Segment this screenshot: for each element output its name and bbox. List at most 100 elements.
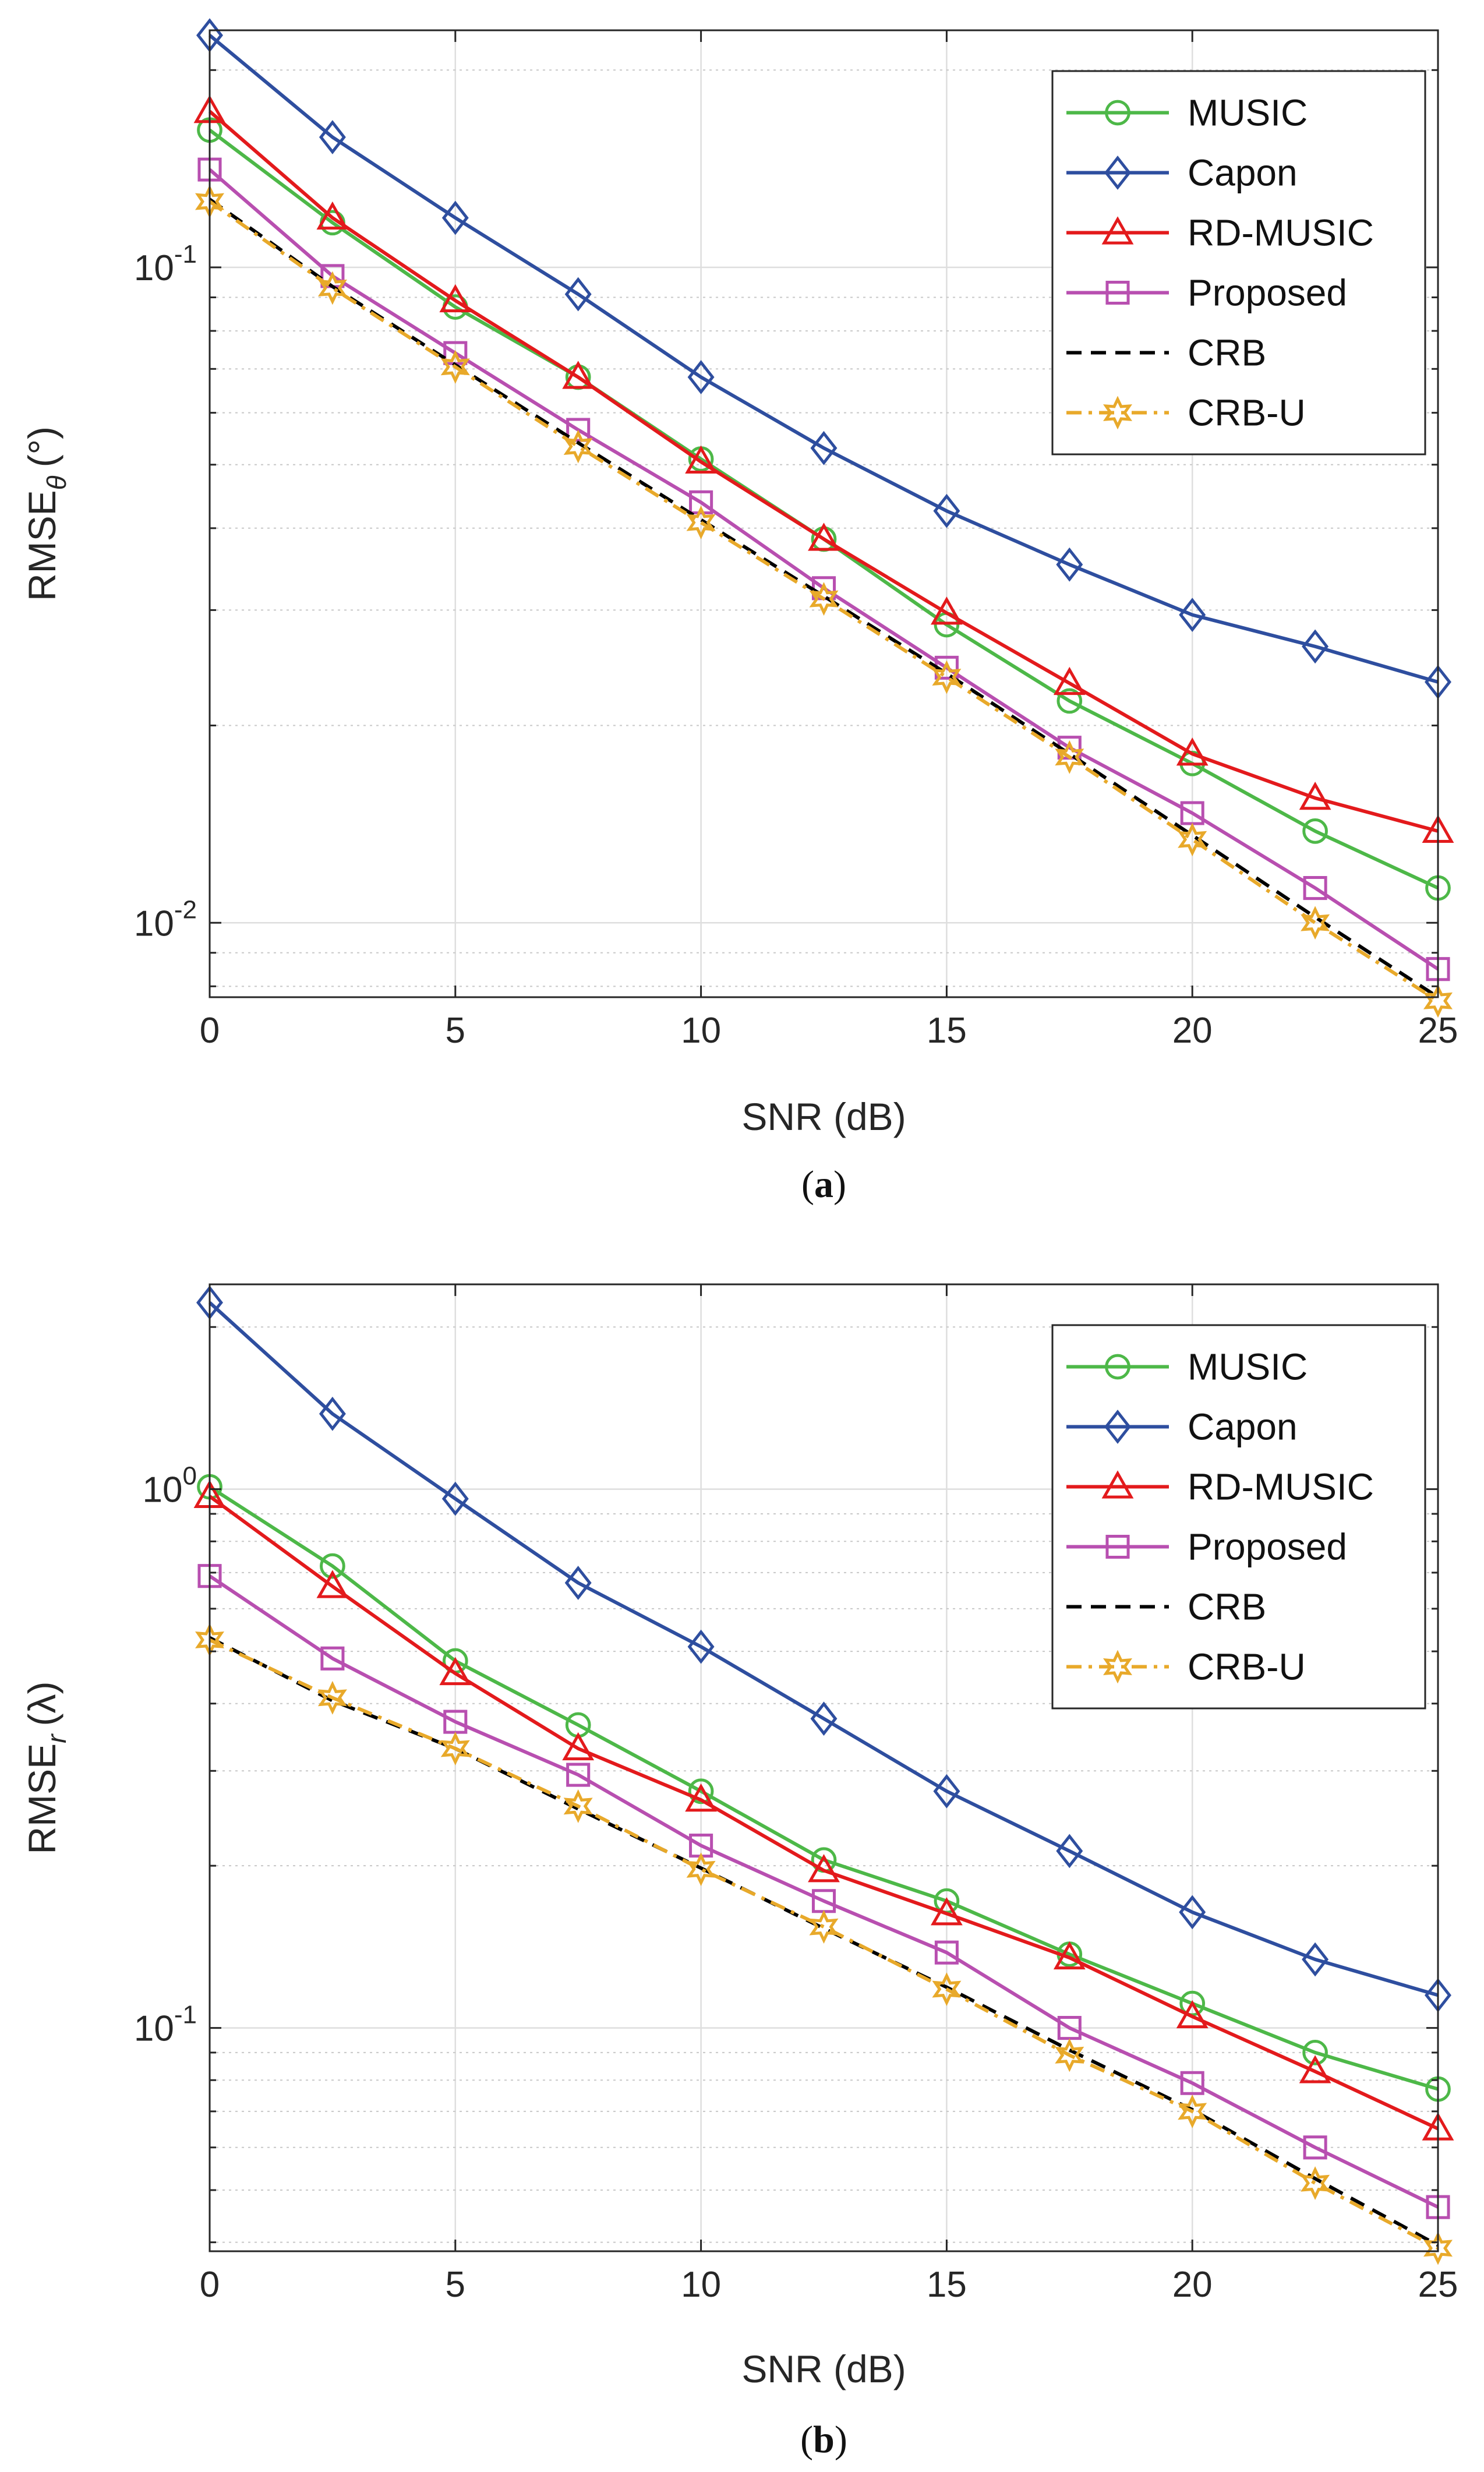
axes-box — [209, 29, 1439, 998]
data-point — [316, 201, 349, 230]
data-point — [934, 1940, 959, 1965]
data-point — [1299, 781, 1331, 810]
series-line — [209, 197, 1439, 999]
data-point — [441, 200, 469, 235]
x-tick-label: 10 — [681, 2265, 721, 2305]
x-tick-label: 15 — [927, 1011, 967, 1051]
series-line — [209, 110, 1439, 833]
legend-marker — [1103, 1650, 1133, 1684]
y-tick-exponent: -1 — [174, 2001, 197, 2029]
data-point — [1053, 666, 1086, 695]
x-tick-label: 25 — [1418, 1011, 1458, 1051]
series-line — [209, 1574, 1439, 2209]
subfigure-caption: (a) — [801, 1163, 846, 1206]
caption-paren: ( — [800, 2418, 813, 2461]
x-axis-label: SNR (dB) — [741, 2347, 906, 2390]
data-point — [1176, 2000, 1209, 2029]
data-point — [1299, 2055, 1331, 2083]
y-axis-label: RMSEr (λ) — [20, 1682, 72, 1855]
data-point — [1056, 547, 1083, 582]
data-point — [1302, 2040, 1328, 2065]
data-point — [687, 1629, 715, 1664]
series-line — [208, 1301, 1439, 1997]
data-point — [689, 1834, 713, 1858]
y-tick-label: 10-1 — [134, 240, 197, 288]
data-point — [687, 360, 715, 394]
data-point — [1302, 1942, 1329, 1977]
legend-label: MUSIC — [1188, 92, 1308, 134]
series-crb — [209, 1636, 1439, 2247]
data-point — [931, 596, 963, 625]
y-tick-exponent: 0 — [183, 1462, 197, 1491]
data-point — [317, 271, 347, 305]
series-line — [209, 1636, 1439, 2247]
data-point — [685, 445, 717, 474]
subfigure-caption: (b) — [800, 2418, 847, 2461]
y-tick-base: 10 — [143, 1470, 183, 1510]
caption-letter: a — [814, 1163, 833, 1206]
caption-paren: ) — [833, 1163, 846, 1206]
data-point — [809, 1910, 839, 1944]
data-point — [197, 157, 222, 182]
data-point — [1302, 629, 1329, 664]
data-point — [1053, 1941, 1086, 1970]
data-point — [1426, 2195, 1450, 2219]
data-point — [810, 1701, 838, 1736]
data-point — [564, 277, 592, 312]
series-capon — [196, 1285, 1451, 2012]
caption-paren: ( — [801, 1163, 814, 1206]
data-point — [441, 1481, 469, 1516]
y-label-main: RMSE — [20, 1743, 63, 1855]
data-point — [689, 490, 713, 514]
data-point — [808, 1854, 840, 1883]
data-point — [316, 1570, 349, 1598]
y-label-subscript: r — [41, 1733, 72, 1743]
y-label-unit: (°) — [20, 426, 63, 467]
y-label-unit: (λ) — [20, 1682, 63, 1726]
data-point — [563, 429, 593, 464]
series-rd-music — [193, 1479, 1454, 2141]
legend-marker — [1104, 1410, 1131, 1444]
legend-marker — [1105, 1534, 1130, 1559]
legend-label: MUSIC — [1188, 1346, 1308, 1388]
y-label-subscript: θ — [41, 475, 72, 490]
data-point — [811, 1889, 836, 1913]
legend: MUSIC Capon RD-MUSIC Proposed CRB CRB-U — [1051, 70, 1426, 455]
data-point — [1423, 984, 1453, 1018]
data-point — [1303, 876, 1327, 900]
series-line — [209, 1495, 1439, 2131]
y-tick-label: 10-2 — [134, 895, 197, 944]
data-point — [1303, 2135, 1327, 2160]
data-point — [566, 1763, 591, 1787]
data-point — [1301, 2166, 1330, 2200]
data-point — [1178, 822, 1207, 857]
data-point — [1176, 737, 1209, 766]
x-tick-label: 10 — [681, 1011, 721, 1051]
data-point — [1179, 1895, 1206, 1930]
data-point — [686, 1852, 716, 1887]
data-point — [320, 1553, 345, 1579]
legend-marker — [1104, 156, 1131, 190]
data-point — [562, 361, 595, 389]
caption-letter: b — [813, 2418, 835, 2461]
data-point — [197, 1564, 222, 1588]
data-point — [440, 1732, 470, 1765]
data-point — [808, 522, 840, 551]
legend-marker — [1101, 216, 1134, 245]
data-point — [932, 1972, 962, 2006]
x-tick-label: 25 — [1418, 2265, 1458, 2305]
legend-marker — [1105, 1354, 1130, 1380]
caption-paren: ) — [835, 2418, 847, 2461]
legend-label: Capon — [1188, 152, 1298, 194]
legend-label: CRB — [1188, 332, 1266, 374]
data-point — [317, 1680, 347, 1715]
data-point — [810, 430, 838, 465]
data-point — [1057, 2016, 1082, 2040]
y-tick-exponent: -1 — [174, 240, 197, 269]
x-tick-label: 5 — [446, 1011, 465, 1051]
data-point — [319, 1396, 346, 1431]
data-point — [1056, 1834, 1083, 1869]
